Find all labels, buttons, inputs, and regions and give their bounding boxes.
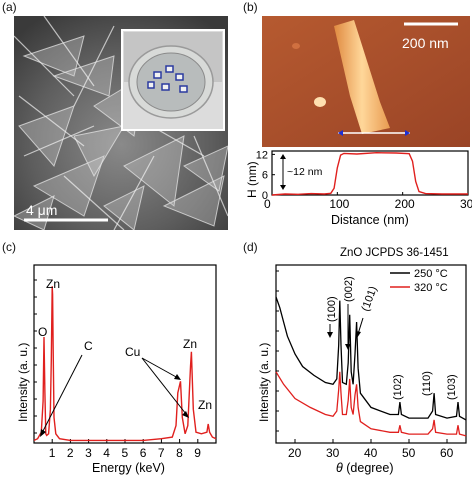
xrd-320-line [275,371,467,437]
eds-ylabel: Intensity (a. u.) [16,343,30,422]
afm-profile: 0 100 200 300 0 6 12 ~12 nm H (nm) Distance (n… [242,148,474,230]
profile-frame [271,150,469,196]
profile-xtick-label: 300 [460,197,472,211]
eds-label-cu: Cu [125,345,140,359]
sem-scalebar-label: 4 μm [26,202,57,218]
xrd-xtick-label: 40 [364,446,378,460]
peak-102: (102) [392,374,404,400]
afm-scalebar-label: 200 nm [402,35,449,51]
peak-002: (002) [343,276,355,302]
peak-100: (100) [326,296,338,322]
profile-xtick-label: 0 [264,197,271,211]
eds-arrow-cu-2 [141,357,187,415]
peak-110: (110) [421,371,433,396]
profile-ytick-label: 12 [256,149,268,161]
panel-c-label: (c) [2,240,16,254]
xrd-title: ZnO JCPDS 36-1451 [340,247,449,259]
inset-photo [121,29,225,131]
eds-xtick-label: 3 [85,446,92,460]
profile-ytick-label: 0 [262,190,268,202]
eds-xtick-label: 7 [158,446,165,460]
eds-label-o: O [38,325,47,339]
xrd-xtick-label: 30 [326,446,340,460]
eds-xtick-label: 1 [49,446,56,460]
sem-image: 4 μm [12,15,229,231]
profile-ytick-label: 6 [262,170,268,182]
afm-image: 200 nm [262,16,470,147]
xrd-xtick-label: 50 [402,446,416,460]
xrd-chart: ZnO JCPDS 36-1451 20 30 40 50 60 250 °C 320 … [240,240,474,477]
xrd-xlabel: θ (degree) [336,461,394,475]
xrd-250-line [275,296,467,421]
eds-xtick-label: 2 [67,446,74,460]
profile-xlabel: Distance (nm) [331,213,409,227]
legend-320: 320 °C [414,282,448,294]
xrd-ylabel: Intensity (a. u.) [257,343,271,422]
xrd-xtick-label: 60 [440,446,454,460]
panel-d-label: (d) [243,240,258,254]
eds-xtick-label: 4 [103,446,110,460]
xrd-xlabel-unit: (degree) [343,461,394,475]
profile-line [271,151,468,196]
legend-250: 250 °C [414,268,448,280]
eds-arrow-c [41,354,83,434]
xrd-xlabel-theta: θ [336,461,343,475]
eds-arrow-cu-1 [141,357,179,379]
eds-xlabel: Energy (keV) [92,461,165,475]
eds-label-zn-k: Zn [198,398,212,412]
peak-103: (103) [446,374,458,400]
eds-xtick-label: 9 [194,446,201,460]
profile-xtick-label: 200 [395,197,415,211]
peak-101-arrow [357,317,364,335]
panel-b-label: (b) [243,0,258,14]
eds-label-zn-l: Zn [183,337,197,351]
height-annotation: ~12 nm [287,166,323,178]
eds-xtick-label: 5 [122,446,129,460]
eds-xtick-label: 8 [176,446,183,460]
xrd-legend: 250 °C 320 °C [390,268,448,294]
xrd-xtick-label: 20 [288,446,302,460]
panel-a-label: (a) [2,0,17,14]
eds-label-c: C [84,339,93,353]
profile-xtick-label: 100 [329,197,349,211]
eds-spectrum-line [33,286,217,442]
eds-label-zn-main: Zn [46,277,60,291]
peak-101: (101) [360,285,380,313]
profile-ylabel: H (nm) [245,161,259,198]
eds-xtick-label: 6 [140,446,147,460]
